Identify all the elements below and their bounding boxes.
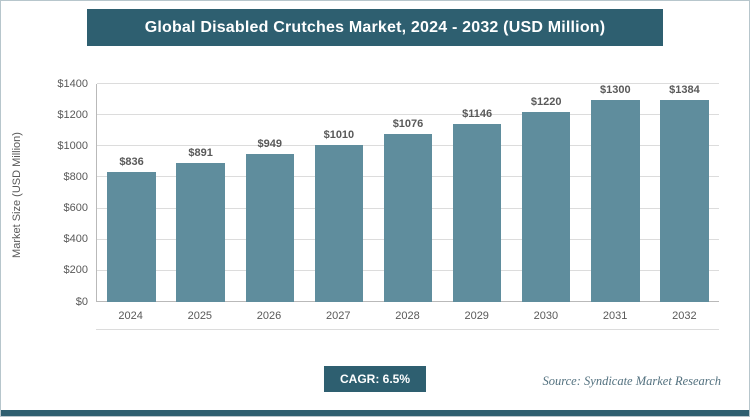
- bar-value-label: $1010: [323, 128, 355, 141]
- bar-column-2025: $891: [166, 84, 235, 302]
- x-axis-label: 2031: [602, 309, 628, 322]
- x-axis-label: 2028: [395, 309, 420, 322]
- x-axis-label: 2026: [256, 309, 282, 322]
- bar-column-2029: $1146: [443, 84, 512, 302]
- bar-value-label: $949: [257, 138, 283, 151]
- y-tick-label: $800: [63, 170, 88, 183]
- bar-value-label: $1300: [600, 84, 631, 96]
- y-tick-label: $1200: [57, 108, 88, 121]
- bar-column-2032: $1384: [650, 84, 719, 302]
- bar-2025: [176, 163, 225, 302]
- gridline: $1400: [57, 78, 719, 90]
- x-axis-label: 2029: [464, 309, 489, 322]
- chart-title-band: Global Disabled Crutches Market, 2024 - …: [87, 9, 663, 46]
- y-tick-label: $1400: [57, 77, 88, 90]
- bottom-accent-strip: [1, 410, 749, 416]
- bar-2032: [660, 100, 709, 302]
- bar-2030: [522, 112, 571, 302]
- x-axis-label: 2030: [533, 309, 559, 322]
- bar-value-label: $1146: [462, 107, 493, 120]
- x-axis-labels: 2024 2025 2026 2027 2028 2029 2030 2031 2032: [96, 302, 719, 330]
- bar-2028: [383, 134, 433, 302]
- gridline: $1200: [57, 109, 719, 121]
- cagr-badge: CAGR: 6.5%: [323, 366, 427, 392]
- bar-column-2028: $1076: [373, 84, 442, 302]
- x-axis-label: 2032: [672, 309, 697, 322]
- bar-2029: [452, 123, 502, 302]
- bar-value-label: $1076: [392, 118, 424, 131]
- bar-2026: [245, 154, 294, 302]
- plot-area: $0 $200 $400 $600 $800 $1000 $1200 $1400 $836 $89…: [57, 78, 719, 308]
- bar-2031: [591, 100, 640, 302]
- y-tick-label: $0: [75, 295, 88, 308]
- bar-columns: $836 $891 $949 $1010 $1076 $1146 $1220 $1300 $13…: [97, 84, 719, 302]
- bar-column-2024: $836: [97, 84, 166, 302]
- source-text: Source: Syndicate Market Research: [542, 374, 721, 388]
- bar-column-2027: $1010: [304, 84, 373, 302]
- bar-chart: Market Size (USD Million) $0 $200 $400 $600…: [1, 78, 749, 330]
- bar-value-label: $836: [119, 155, 144, 168]
- x-axis-label: 2027: [326, 309, 351, 322]
- bar-2027: [314, 144, 364, 302]
- y-axis-title: Market Size (USD Million): [11, 131, 23, 258]
- chart-footer: CAGR: 6.5% Source: Syndicate Market Rese…: [1, 330, 749, 406]
- bar-column-2031: $1300: [581, 84, 650, 302]
- bar-2024: [107, 171, 156, 302]
- x-axis-label: 2024: [118, 309, 143, 322]
- y-tick-label: $400: [63, 233, 88, 246]
- bar-value-label: $1220: [530, 96, 562, 109]
- bar-column-2026: $949: [235, 84, 304, 302]
- x-axis-label: 2025: [187, 309, 213, 322]
- bar-value-label: $891: [188, 147, 213, 160]
- y-tick-label: $600: [63, 202, 88, 215]
- bar-column-2030: $1220: [512, 84, 581, 302]
- bar-value-label: $1384: [669, 84, 700, 96]
- y-tick-label: $1000: [57, 139, 88, 152]
- y-tick-label: $200: [63, 264, 88, 277]
- chart-title: Global Disabled Crutches Market, 2024 - …: [144, 18, 606, 36]
